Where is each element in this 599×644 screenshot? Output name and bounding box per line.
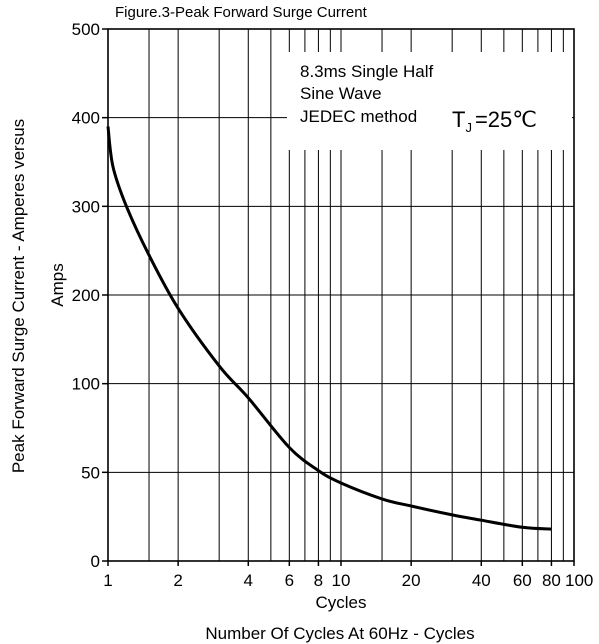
x-tick-label: 4 [244, 571, 253, 590]
x-tick-label: 6 [285, 571, 294, 590]
surge-current-curve [106, 126, 552, 531]
x-axis-label: Cycles [315, 593, 366, 612]
y-axis-ticks: 0 50 100 200 300 400 500 [72, 20, 108, 571]
x-axis-ticks: 1 2 4 6 8 10 20 40 60 80 100 [103, 561, 593, 590]
annotation-background [287, 52, 572, 150]
annotation-line-1: 8.3ms Single Half [300, 62, 434, 81]
temperature-symbol: T [452, 107, 465, 132]
annotation-box: 8.3ms Single Half Sine Wave JEDEC method… [287, 52, 572, 150]
y-tick-label: 100 [72, 375, 100, 394]
chart-title: Figure.3-Peak Forward Surge Current [115, 4, 368, 21]
y-axis-label-text: Peak Forward Surge Current - Amperes ver… [9, 119, 28, 473]
annotation-line-2: Sine Wave [300, 84, 382, 103]
y-tick-label: 500 [72, 20, 100, 39]
temperature-subscript: J [465, 120, 472, 135]
y-tick-label: 200 [72, 286, 100, 305]
y-axis-label-secondary: Amps [48, 263, 67, 306]
x-tick-label: 100 [565, 571, 593, 590]
x-tick-label: 1 [103, 571, 112, 590]
x-tick-label: 2 [173, 571, 182, 590]
y-axis-label: Peak Forward Surge Current - Amperes ver… [9, 119, 28, 473]
x-tick-label: 20 [402, 571, 421, 590]
temperature-label: TJ =25℃ [452, 107, 537, 135]
temperature-value: =25℃ [475, 107, 537, 132]
x-tick-label: 10 [332, 571, 351, 590]
x-tick-label: 60 [513, 571, 532, 590]
y-tick-label: 300 [72, 197, 100, 216]
x-axis-label-secondary: Number Of Cycles At 60Hz - Cycles [205, 624, 474, 643]
x-tick-label: 80 [542, 571, 561, 590]
annotation-line-3: JEDEC method [300, 107, 417, 126]
y-tick-label: 50 [81, 463, 100, 482]
y-tick-label: 400 [72, 109, 100, 128]
x-tick-label: 8 [314, 571, 323, 590]
x-tick-label: 40 [472, 571, 491, 590]
y-tick-label: 0 [91, 552, 100, 571]
